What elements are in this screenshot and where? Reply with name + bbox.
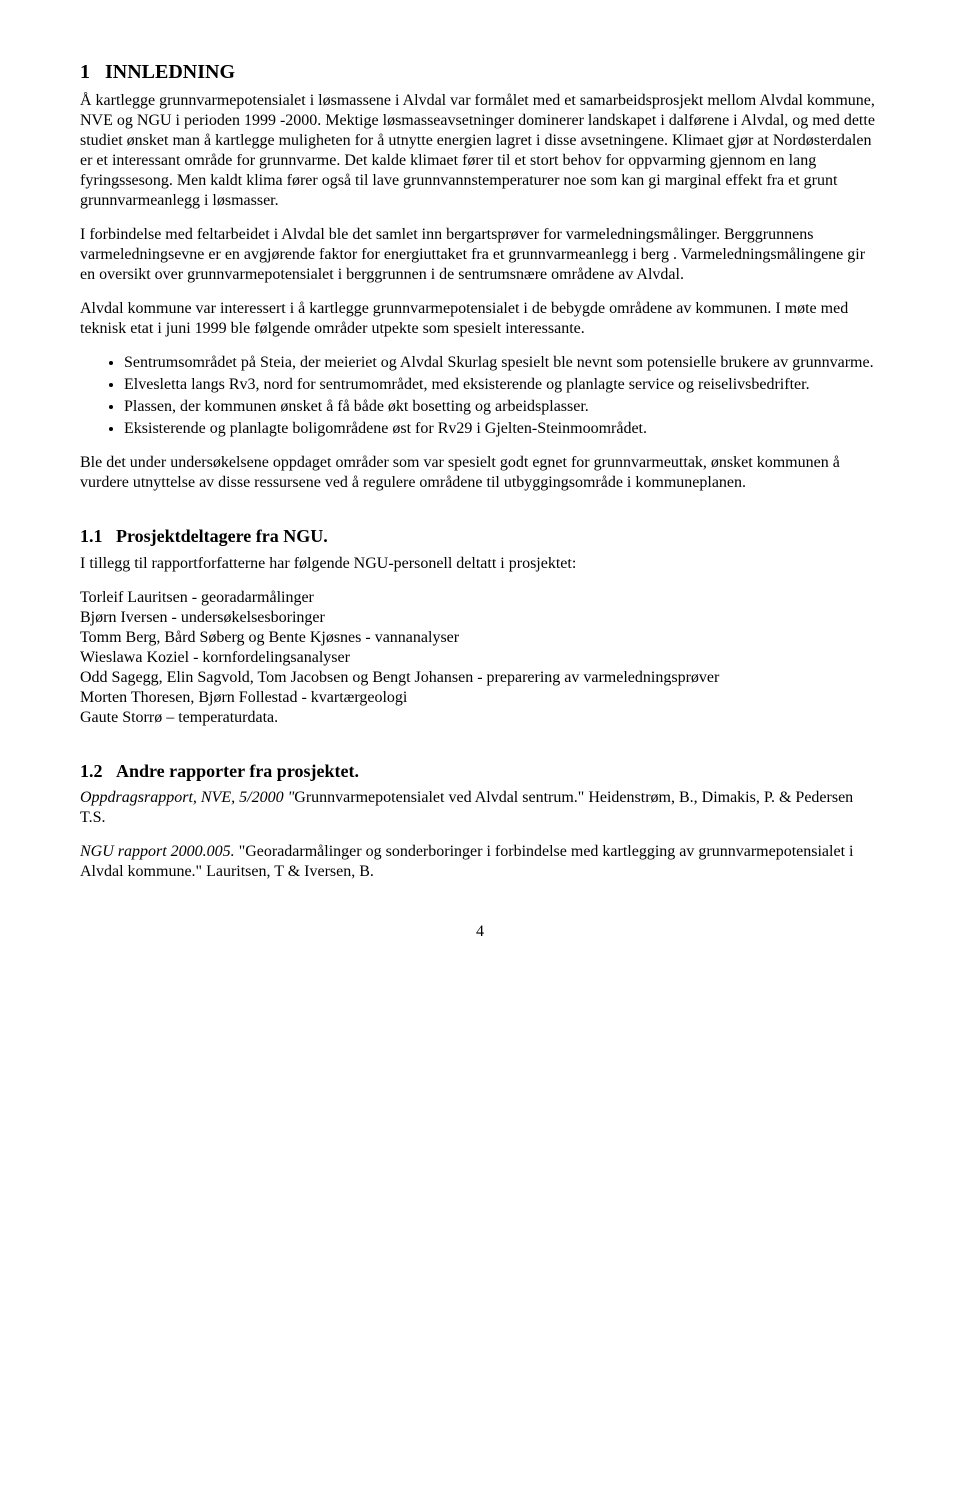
section-1-paragraph-4: Ble det under undersøkelsene oppdaget om…	[80, 453, 880, 493]
list-item: Elvesletta langs Rv3, nord for sentrumom…	[124, 375, 880, 395]
person-line: Gaute Storrø – temperaturdata.	[80, 708, 880, 728]
section-1-1-intro: I tillegg til rapportforfatterne har føl…	[80, 554, 880, 574]
section-1-1-heading: 1.1 Prosjektdeltagere fra NGU.	[80, 525, 880, 548]
section-1-1-number: 1.1	[80, 526, 103, 546]
section-1-1-title: Prosjektdeltagere fra NGU.	[116, 526, 328, 546]
person-line: Odd Sagegg, Elin Sagvold, Tom Jacobsen o…	[80, 668, 880, 688]
list-item: Plassen, der kommunen ønsket å få både ø…	[124, 397, 880, 417]
section-1-number: 1	[80, 61, 90, 83]
section-1-bullet-list: Sentrumsområdet på Steia, der meieriet o…	[80, 353, 880, 439]
list-item: Eksisterende og planlagte boligområdene …	[124, 419, 880, 439]
person-line: Bjørn Iversen - undersøkelsesboringer	[80, 608, 880, 628]
person-line: Tomm Berg, Bård Søberg og Bente Kjøsnes …	[80, 628, 880, 648]
people-list: Torleif Lauritsen - georadarmålinger Bjø…	[80, 588, 880, 728]
person-line: Torleif Lauritsen - georadarmålinger	[80, 588, 880, 608]
section-1-paragraph-2: I forbindelse med feltarbeidet i Alvdal …	[80, 225, 880, 285]
person-line: Wieslawa Koziel - kornfordelingsanalyser	[80, 648, 880, 668]
section-1-paragraph-1: Å kartlegge grunnvarmepotensialet i løsm…	[80, 91, 880, 211]
reference-2: NGU rapport 2000.005. "Georadarmålinger …	[80, 842, 880, 882]
person-line: Morten Thoresen, Bjørn Follestad - kvart…	[80, 688, 880, 708]
reference-1-title: Oppdragsrapport, NVE, 5/2000 "	[80, 789, 294, 806]
section-1-title: INNLEDNING	[105, 61, 235, 83]
section-1-paragraph-3: Alvdal kommune var interessert i å kartl…	[80, 299, 880, 339]
section-1-heading: 1 INNLEDNING	[80, 60, 880, 85]
section-1-2-title: Andre rapporter fra prosjektet.	[116, 761, 359, 781]
reference-2-title: NGU rapport 2000.005.	[80, 843, 235, 860]
page-number: 4	[80, 922, 880, 942]
list-item: Sentrumsområdet på Steia, der meieriet o…	[124, 353, 880, 373]
section-1-2-number: 1.2	[80, 761, 103, 781]
reference-1: Oppdragsrapport, NVE, 5/2000 "Grunnvarme…	[80, 788, 880, 828]
section-1-2-heading: 1.2 Andre rapporter fra prosjektet.	[80, 760, 880, 783]
